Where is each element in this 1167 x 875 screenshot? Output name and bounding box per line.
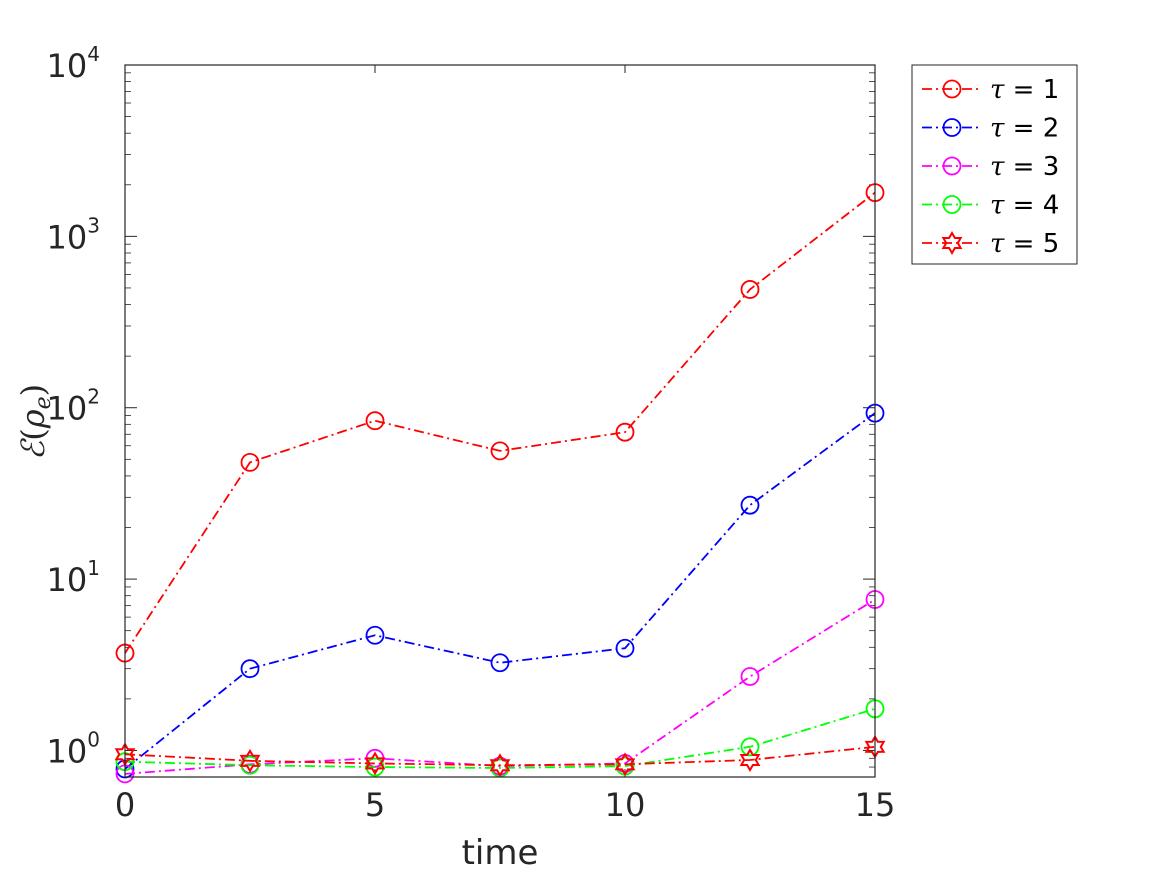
series-1-point [365,411,385,431]
legend-label: τ = 1 [990,75,1059,105]
series-3-point [740,667,760,686]
series-5-point [489,753,511,778]
legend-label: τ = 3 [990,152,1059,182]
legend-entry-2: τ = 2 [922,114,1059,144]
y-tick-label: 104 [47,42,100,85]
series-2 [115,403,885,779]
legend-marker [942,118,962,137]
series-1-line [124,191,876,654]
series-1-point [490,441,510,461]
legend-box [911,64,1078,265]
series-4-point [740,737,760,757]
series-2-point [365,625,385,645]
x-tick-label: 10 [605,786,646,824]
legend-marker [942,195,962,214]
legend-label: τ = 5 [990,229,1059,259]
legend-entry-1: τ = 1 [922,75,1059,105]
series-5-point [364,751,386,776]
series-2-point [240,659,260,679]
legend-marker [942,79,962,99]
series-2-point [490,653,510,673]
y-tick-label: 102 [47,385,100,428]
series-5-point [739,747,761,772]
y-tick-label: 103 [47,213,100,256]
series-5-point [239,748,261,773]
legend-marker [942,156,962,176]
series-2-line [124,412,876,770]
series-5-line [124,745,876,767]
legend-entry-3: τ = 3 [922,152,1059,182]
y-tick-label: 100 [47,727,100,770]
series-layer [114,183,886,784]
legend-entry-5: τ = 5 [922,229,1059,259]
series-1-point [240,452,260,472]
series-1-point [615,422,635,442]
series-4-line [124,707,876,769]
legend-label: τ = 4 [990,191,1059,221]
series-5-point [614,752,636,777]
tick-labels: 0 5 10 15 100 101 102 103 104 [47,42,896,824]
y-tick-label: 101 [47,556,100,599]
legend-marker [941,231,963,255]
x-tick-label: 15 [855,786,896,824]
legend-label: τ = 2 [990,114,1059,144]
y-axis-label: ℰ(ρe) [14,384,56,460]
plot-frame [124,64,876,778]
series-2-point [615,638,635,658]
x-tick-label: 0 [115,786,135,824]
plot-background [125,65,875,777]
x-tick-label: 5 [365,786,385,824]
series-5 [114,734,886,778]
legend-entry-4: τ = 4 [922,191,1059,221]
minor-ticks [125,72,875,778]
series-2-point [740,495,760,515]
legend: τ = 1 τ = 2 τ = 3 τ = 4 τ = 5 [911,64,1078,265]
series-1-point [740,280,760,299]
x-axis-label: time [462,833,539,873]
